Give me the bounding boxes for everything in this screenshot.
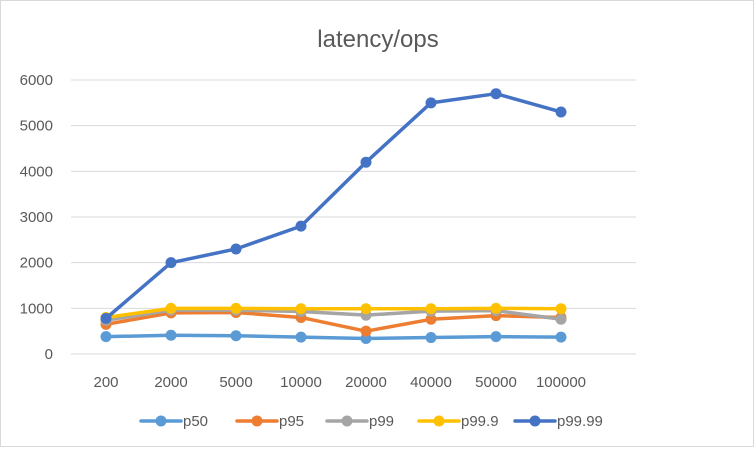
data-point: [100, 312, 112, 324]
y-tick-label: 4000: [20, 163, 53, 180]
data-point: [165, 329, 177, 341]
data-point: [490, 302, 502, 314]
data-point: [360, 325, 372, 337]
y-tick-label: 1000: [20, 300, 53, 317]
legend-label: p50: [183, 413, 208, 430]
legend-label: p99.9: [461, 413, 499, 430]
series-lines: [100, 88, 567, 344]
data-point: [230, 243, 242, 255]
legend-item: p95: [235, 413, 304, 430]
data-point: [555, 331, 567, 343]
x-tick-label: 5000: [219, 374, 252, 391]
x-tick-label: 10000: [280, 374, 322, 391]
series-p99-99: [100, 88, 567, 324]
legend-label: p99.99: [557, 413, 603, 430]
x-tick-label: 200: [93, 374, 118, 391]
legend-item: p99.9: [417, 413, 499, 430]
legend-swatch-marker: [341, 415, 353, 427]
y-tick-label: 0: [45, 346, 53, 363]
data-point: [360, 303, 372, 315]
legend-label: p95: [279, 413, 304, 430]
data-point: [425, 303, 437, 315]
y-tick-label: 2000: [20, 255, 53, 272]
y-tick-label: 3000: [20, 209, 53, 226]
y-tick-label: 6000: [20, 72, 53, 89]
x-tick-label: 2000: [154, 374, 187, 391]
x-tick-label: 100000: [536, 374, 586, 391]
legend-swatch-marker: [155, 415, 167, 427]
data-point: [555, 303, 567, 315]
series-line: [104, 306, 563, 320]
legend-label: p99: [369, 413, 394, 430]
data-point: [230, 302, 242, 314]
data-point: [230, 330, 242, 342]
legend-swatch-marker: [529, 415, 541, 427]
series-line: [104, 310, 563, 333]
legend-swatch-marker: [251, 415, 263, 427]
x-tick-label: 50000: [475, 374, 517, 391]
chart-title: latency/ops: [317, 26, 438, 53]
legend-swatch-marker: [433, 415, 445, 427]
series-line: [104, 308, 563, 322]
series-p50: [100, 329, 567, 344]
data-point: [295, 220, 307, 232]
series-line: [104, 333, 563, 341]
series-line: [104, 91, 563, 321]
data-point: [360, 156, 372, 168]
data-point: [425, 97, 437, 109]
data-point: [490, 88, 502, 100]
x-axis-labels: 200 2000 5000 10000 20000 40000 50000 100000: [93, 374, 586, 391]
data-point: [425, 313, 437, 325]
y-tick-label: 5000: [20, 118, 53, 135]
data-point: [490, 331, 502, 343]
data-point: [555, 106, 567, 118]
data-point: [100, 331, 112, 343]
legend-item: p50: [139, 413, 208, 430]
data-point: [425, 332, 437, 344]
data-point: [165, 302, 177, 314]
legend: p50 p95 p99 p99.9 p99.99: [139, 413, 603, 430]
data-point: [295, 303, 307, 315]
legend-item: p99.99: [513, 413, 603, 430]
data-point: [165, 257, 177, 269]
y-axis-labels: 0 1000 2000 3000 4000 5000 6000: [20, 72, 53, 363]
x-tick-label: 20000: [345, 374, 387, 391]
data-point: [295, 331, 307, 343]
data-point: [555, 313, 567, 325]
x-tick-label: 40000: [410, 374, 452, 391]
legend-item: p99: [325, 413, 394, 430]
